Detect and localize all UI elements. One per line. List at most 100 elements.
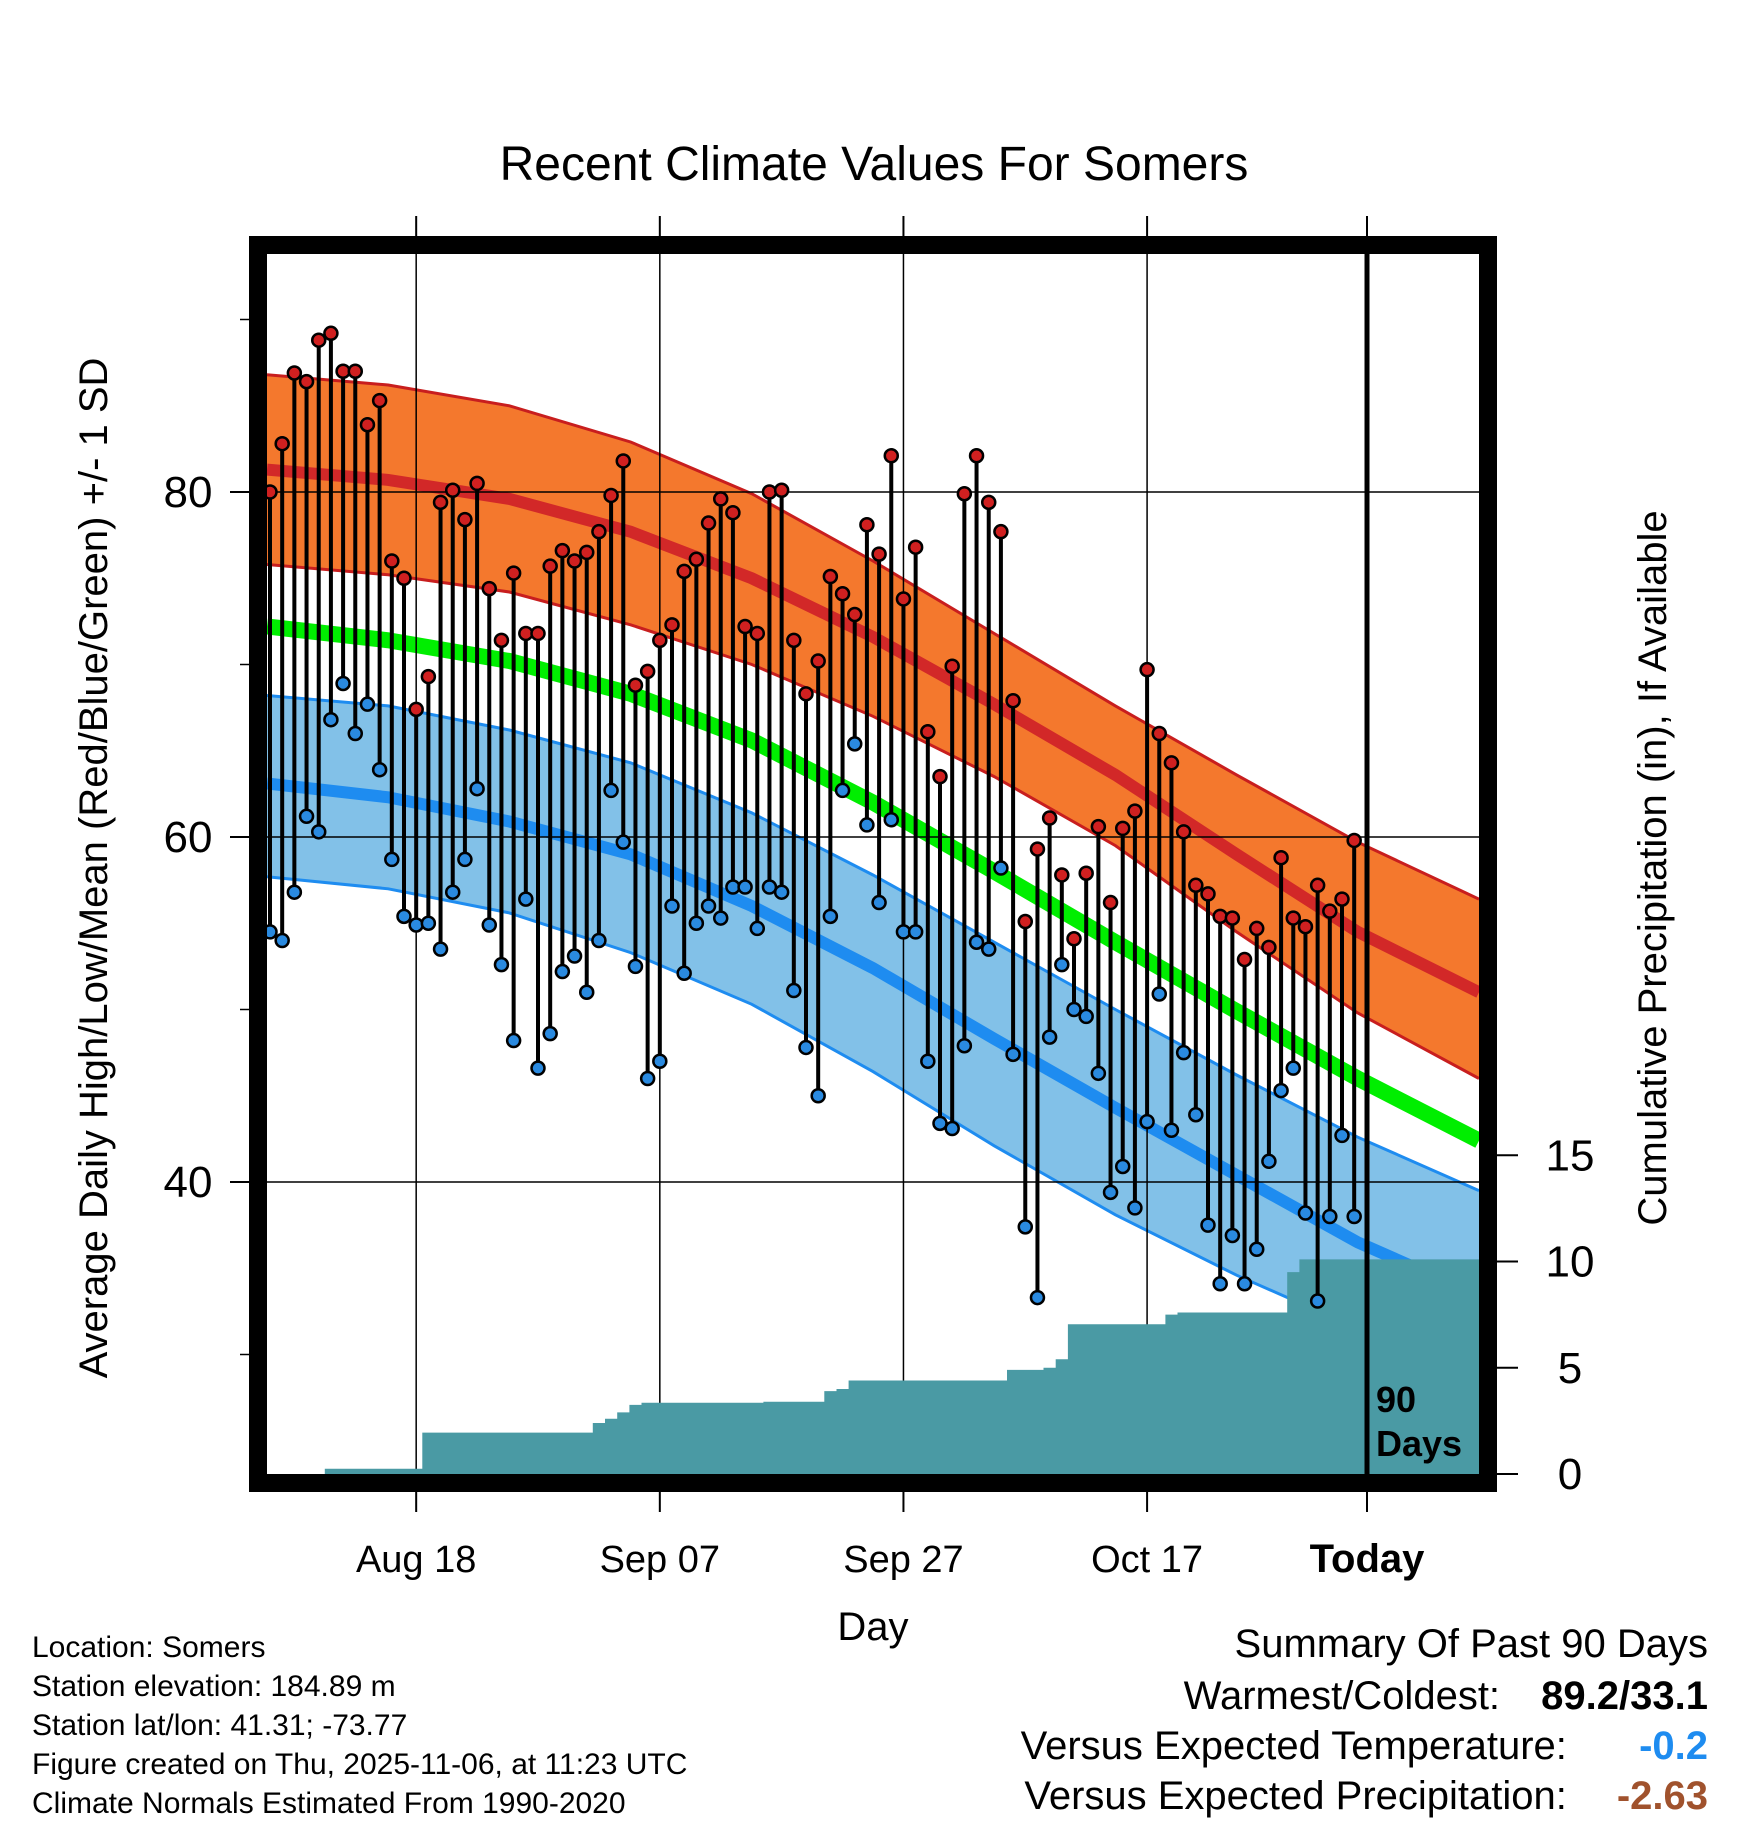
precip-area [267,1259,1479,1474]
daily-low-point [396,908,412,925]
daily-high-point [761,484,778,500]
daily-high-point [542,558,558,574]
daily-high-point [603,487,619,504]
period-label-number: 90 [1376,1379,1416,1420]
daily-low-point [822,908,839,925]
daily-high-point [1029,841,1046,857]
daily-high-point [920,724,936,740]
daily-low-point [1309,1293,1326,1309]
daily-high-point [347,363,364,379]
x-tick-label: Oct 17 [1091,1539,1203,1581]
daily-high-point [493,632,510,649]
daily-low-point [1005,1046,1021,1063]
daily-low-point [773,884,790,900]
daily-high-point [676,563,692,580]
low-sd-band [267,695,1479,1369]
daily-low-point [1175,1044,1192,1061]
daily-low-point [1029,1289,1046,1306]
daily-high-point [1309,877,1326,894]
daily-low-point [1236,1276,1253,1292]
y2-tick-label: 5 [1558,1344,1582,1393]
low-lower-edge [267,875,1479,1370]
daily-low-point [1102,1184,1119,1201]
daily-low-point [712,910,729,926]
daily-low-point [335,675,351,692]
daily-low-point [591,932,607,949]
x-tick-label: Aug 18 [356,1539,476,1581]
daily-high-point [1090,818,1107,835]
daily-low-point [1114,1158,1131,1175]
daily-high-point [1200,886,1216,902]
daily-low-point [798,1039,814,1056]
daily-high-point [956,485,973,502]
daily-high-point [615,453,632,469]
warmest-coldest-label: Warmest/Coldest: [1183,1674,1501,1718]
daily-high-point [1248,920,1265,937]
x-tick-label: Sep 07 [600,1539,720,1581]
high-lower-edge [267,563,1479,1080]
daily-high-point [1273,849,1289,866]
daily-low-point [749,920,766,937]
daily-low-point [871,894,887,911]
daily-low-point [481,917,498,933]
daily-high-point [554,542,571,559]
daily-high-point [469,475,485,492]
period-label-days: Days [1376,1423,1462,1464]
daily-low-point [1054,956,1070,973]
daily-high-point [1005,692,1021,709]
daily-low-point [566,948,583,964]
daily-low-point [1224,1227,1241,1244]
daily-high-point [1163,755,1180,771]
daily-low-point [267,924,278,940]
daily-high-point [1322,903,1338,919]
daily-high-point [505,565,522,581]
precip-label: Versus Expected Precipitation: [1024,1774,1567,1818]
daily-high-point [1078,865,1094,881]
daily-high-point [384,553,400,569]
daily-high-point [591,523,607,540]
daily-low-point [1090,1065,1107,1082]
normal-mean-line [267,618,1479,1148]
daily-high-point [944,658,960,674]
daily-high-point [1334,891,1350,907]
daily-high-point [883,448,900,464]
daily-low-point [1041,1029,1058,1045]
daily-high-point [566,553,583,569]
daily-high-point [396,570,412,586]
daily-high-point [822,568,839,585]
daily-low-point [432,941,449,957]
daily-low-point [664,898,680,914]
daily-high-point [895,591,912,607]
daily-high-point [980,494,997,511]
daily-high-point [798,686,814,702]
daily-high-point [1151,725,1168,742]
daily-low-point [420,915,437,931]
y-tick-label: 80 [164,468,213,517]
summary-precipitation: Versus Expected Precipitation: -2.63 [1024,1774,1708,1819]
daily-high-point [700,515,717,531]
daily-low-point [408,917,424,933]
daily-low-point [493,956,510,973]
daily-low-point [542,1025,558,1042]
daily-high-point [786,632,802,649]
plot-frame [249,236,1497,1492]
daily-high-point [907,539,924,555]
daily-low-point [603,782,619,799]
daily-high-point [1017,913,1034,930]
daily-low-point [1200,1217,1216,1233]
elevation-text: Station elevation: 184.89 m [32,1670,396,1703]
daily-high-point [481,580,498,597]
x-tick-label: Sep 27 [843,1539,963,1581]
daily-low-point [323,711,339,728]
daily-low-point [286,884,303,900]
daily-high-point [1139,661,1155,678]
chart-title: Recent Climate Values For Somers [500,138,1249,191]
daily-high-point [652,632,668,649]
warmest-coldest-value: 89.2/33.1 [1541,1674,1708,1718]
y2-axis-label: Cumulative Precipitation (in), If Availa… [1631,510,1675,1225]
daily-low-point [883,812,900,828]
daily-low-point [786,982,802,999]
daily-high-point [310,332,327,348]
daily-low-point [956,1037,973,1054]
